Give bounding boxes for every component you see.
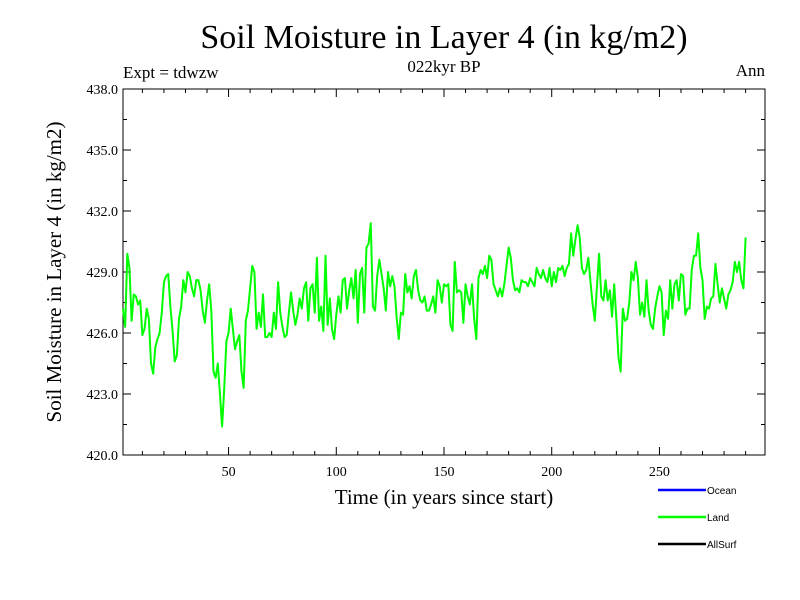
x-tick-label: 100: [326, 465, 347, 480]
x-tick-labels: 50 100 150 200 250: [222, 465, 670, 480]
legend-label-allsurf: AllSurf: [707, 540, 737, 551]
y-tick-label: 429.0: [87, 266, 119, 281]
y-tick-label: 420.0: [87, 449, 119, 464]
x-tick-label: 150: [434, 465, 455, 480]
series-layer: [122, 222, 747, 428]
x-tick-label: 200: [541, 465, 562, 480]
experiment-label: Expt = tdwzw: [123, 63, 219, 82]
y-tick-label: 438.0: [87, 83, 119, 98]
y-tick-label: 435.0: [87, 144, 119, 159]
y-axis-label: Soil Moisture in Layer 4 (in kg/m2): [42, 122, 66, 423]
chart-title: Soil Moisture in Layer 4 (in kg/m2): [200, 19, 687, 56]
x-axis-label: Time (in years since start): [335, 485, 554, 509]
legend-label-land: Land: [707, 513, 729, 524]
x-tick-label: 250: [649, 465, 670, 480]
y-tick-labels: 420.0 423.0 426.0 429.0 432.0 435.0 438.0: [87, 83, 119, 464]
y-tick-label: 432.0: [87, 205, 119, 220]
legend-label-ocean: Ocean: [707, 486, 736, 497]
chart-subtitle: 022kyr BP: [407, 57, 480, 76]
season-label: Ann: [736, 61, 766, 80]
x-tick-label: 50: [222, 465, 236, 480]
series-line-land: [122, 222, 747, 428]
axis-ticks: [123, 88, 765, 456]
legend: Ocean Land AllSurf: [658, 486, 737, 551]
plot-area: [122, 88, 766, 456]
y-tick-label: 423.0: [87, 388, 119, 403]
y-tick-label: 426.0: [87, 327, 119, 342]
